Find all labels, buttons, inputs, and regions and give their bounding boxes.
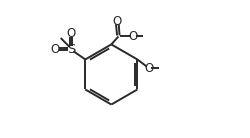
Text: S: S [67,43,75,56]
Text: O: O [144,62,154,75]
Text: O: O [66,27,76,40]
Text: O: O [51,43,60,56]
Text: O: O [129,30,138,43]
Text: O: O [113,15,122,28]
